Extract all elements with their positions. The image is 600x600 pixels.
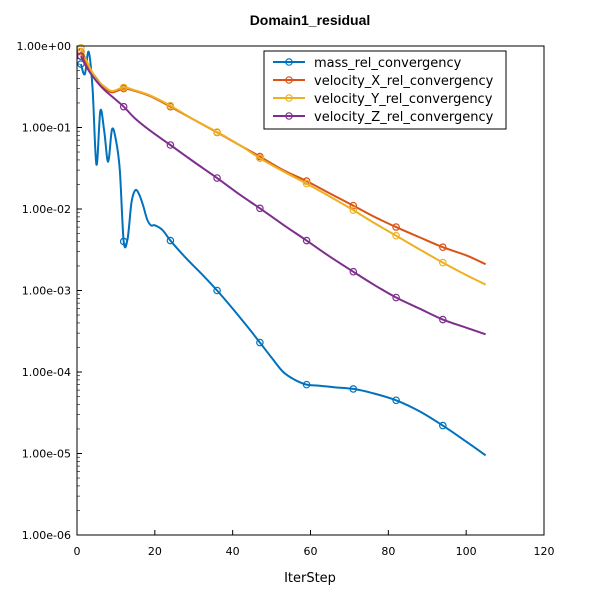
legend-label: mass_rel_convergency xyxy=(314,56,462,71)
data-point xyxy=(349,206,358,214)
data-point xyxy=(77,52,85,60)
data-point xyxy=(256,204,264,213)
series-line xyxy=(79,50,487,457)
y-tick-label: 1.00e-03 xyxy=(22,285,71,298)
data-point xyxy=(213,174,221,182)
data-point xyxy=(439,315,447,324)
data-point xyxy=(213,128,221,136)
y-tick-label: 1.00e-01 xyxy=(22,122,71,135)
data-point xyxy=(166,236,175,245)
series-line xyxy=(79,47,487,286)
legend: mass_rel_convergency velocity_X_rel_conve… xyxy=(263,50,507,130)
legend-label: velocity_Z_rel_convergency xyxy=(314,110,494,125)
data-point xyxy=(256,154,264,163)
y-axis-ticks: 1.00e-06 1.00e-05 1.00e-04 1.00e-03 1.00e-02… xyxy=(17,40,82,542)
data-point xyxy=(213,286,221,295)
x-tick-label: 20 xyxy=(148,545,162,558)
legend-item: velocity_X_rel_convergency xyxy=(273,74,494,89)
data-point xyxy=(302,179,311,188)
data-point xyxy=(439,258,447,267)
chart-title: Domain1_residual xyxy=(250,12,371,28)
data-point xyxy=(392,223,400,231)
data-point xyxy=(302,236,311,245)
legend-item: mass_rel_convergency xyxy=(273,56,462,71)
y-tick-label: 1.00e-04 xyxy=(22,366,71,379)
legend-label: velocity_X_rel_convergency xyxy=(314,74,494,89)
y-tick-label: 1.00e-06 xyxy=(22,529,71,542)
data-point xyxy=(119,83,128,92)
legend-item: velocity_Z_rel_convergency xyxy=(273,110,494,125)
data-point xyxy=(119,102,128,111)
data-point xyxy=(392,231,400,240)
data-point xyxy=(349,385,358,393)
data-point xyxy=(349,201,358,210)
series-layer xyxy=(77,44,487,457)
x-tick-label: 60 xyxy=(304,545,318,558)
data-point xyxy=(119,237,128,246)
y-tick-label: 1.00e-02 xyxy=(22,203,71,216)
data-point xyxy=(302,380,311,389)
x-axis-label: IterStep xyxy=(284,571,336,586)
legend-swatch-marker xyxy=(285,94,293,102)
x-tick-label: 80 xyxy=(381,545,395,558)
x-tick-label: 120 xyxy=(534,545,555,558)
data-point xyxy=(166,141,175,149)
series-velocity_Y_rel_convergency xyxy=(77,44,487,286)
data-point xyxy=(392,293,400,302)
x-axis-ticks: 0 20 40 60 80 100 120 xyxy=(74,530,555,558)
series-line xyxy=(80,55,486,336)
y-tick-label: 1.00e+00 xyxy=(17,40,71,53)
data-point xyxy=(439,421,447,430)
legend-swatch-marker xyxy=(285,76,293,84)
data-point xyxy=(166,101,175,110)
y-tick-label: 1.00e-05 xyxy=(22,448,71,461)
legend-item: velocity_Y_rel_convergency xyxy=(273,92,493,107)
data-point xyxy=(349,267,358,276)
data-point xyxy=(392,396,400,405)
x-tick-label: 0 xyxy=(74,545,81,558)
legend-swatch-marker xyxy=(285,58,293,66)
series-velocity_Z_rel_convergency xyxy=(77,52,486,336)
legend-label: velocity_Y_rel_convergency xyxy=(314,92,493,107)
data-point xyxy=(439,243,447,251)
x-tick-label: 100 xyxy=(456,545,477,558)
data-point xyxy=(77,44,85,52)
legend-swatch-marker xyxy=(285,112,293,120)
data-point xyxy=(256,338,264,347)
x-tick-label: 40 xyxy=(226,545,240,558)
